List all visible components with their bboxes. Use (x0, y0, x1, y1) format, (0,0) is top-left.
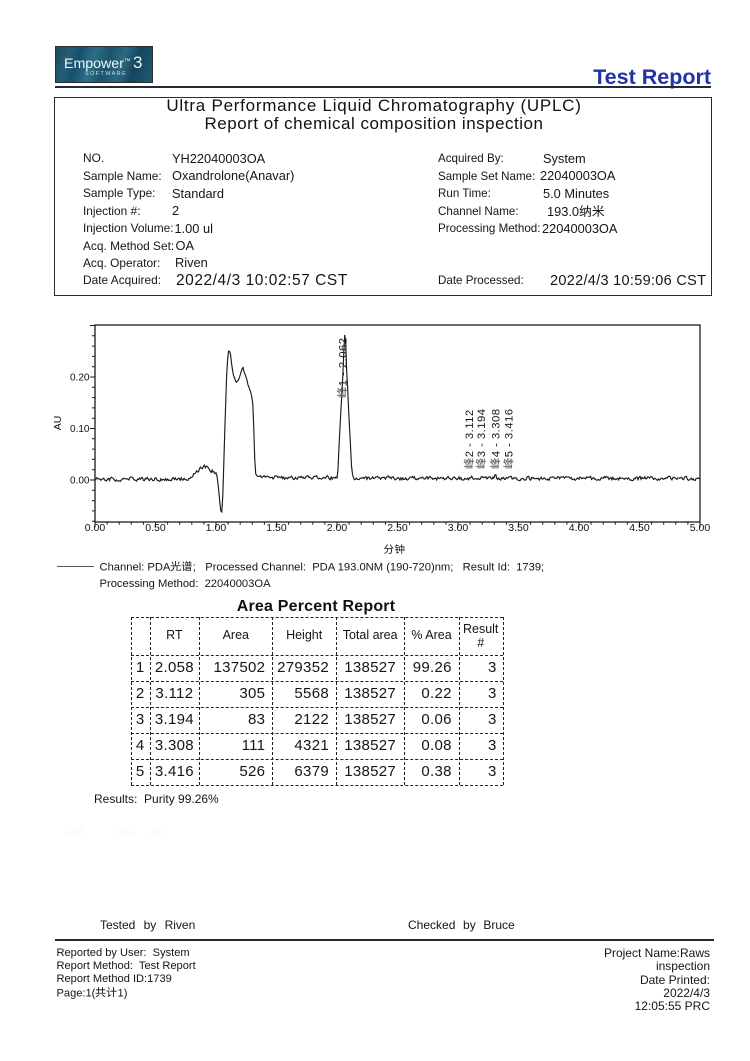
svg-text:3 - 3.194: 3 - 3.194 (476, 409, 488, 458)
svg-text:1.50: 1.50 (266, 522, 287, 534)
svg-text:0.00: 0.00 (70, 476, 90, 487)
svg-text:5 - 3.416: 5 - 3.416 (504, 409, 516, 458)
svg-text:0.10: 0.10 (70, 424, 90, 435)
svg-text:5.00: 5.00 (690, 522, 711, 534)
svg-text:2.00: 2.00 (327, 522, 348, 534)
svg-text:3.00: 3.00 (448, 522, 469, 534)
svg-text:1 - 2.062: 1 - 2.062 (337, 338, 349, 387)
svg-text:3.50: 3.50 (508, 522, 529, 534)
svg-text:1.00: 1.00 (206, 522, 227, 534)
svg-text:2.50: 2.50 (387, 522, 408, 534)
svg-text:0.00: 0.00 (85, 522, 106, 534)
svg-text:0.50: 0.50 (145, 522, 166, 534)
svg-text:4 - 3.308: 4 - 3.308 (490, 409, 502, 458)
svg-text:4.50: 4.50 (629, 522, 650, 534)
svg-text:0.20: 0.20 (70, 373, 90, 384)
svg-text:AU: AU (52, 416, 64, 431)
svg-text:4.00: 4.00 (569, 522, 590, 534)
svg-text:2 - 3.112: 2 - 3.112 (464, 409, 476, 457)
